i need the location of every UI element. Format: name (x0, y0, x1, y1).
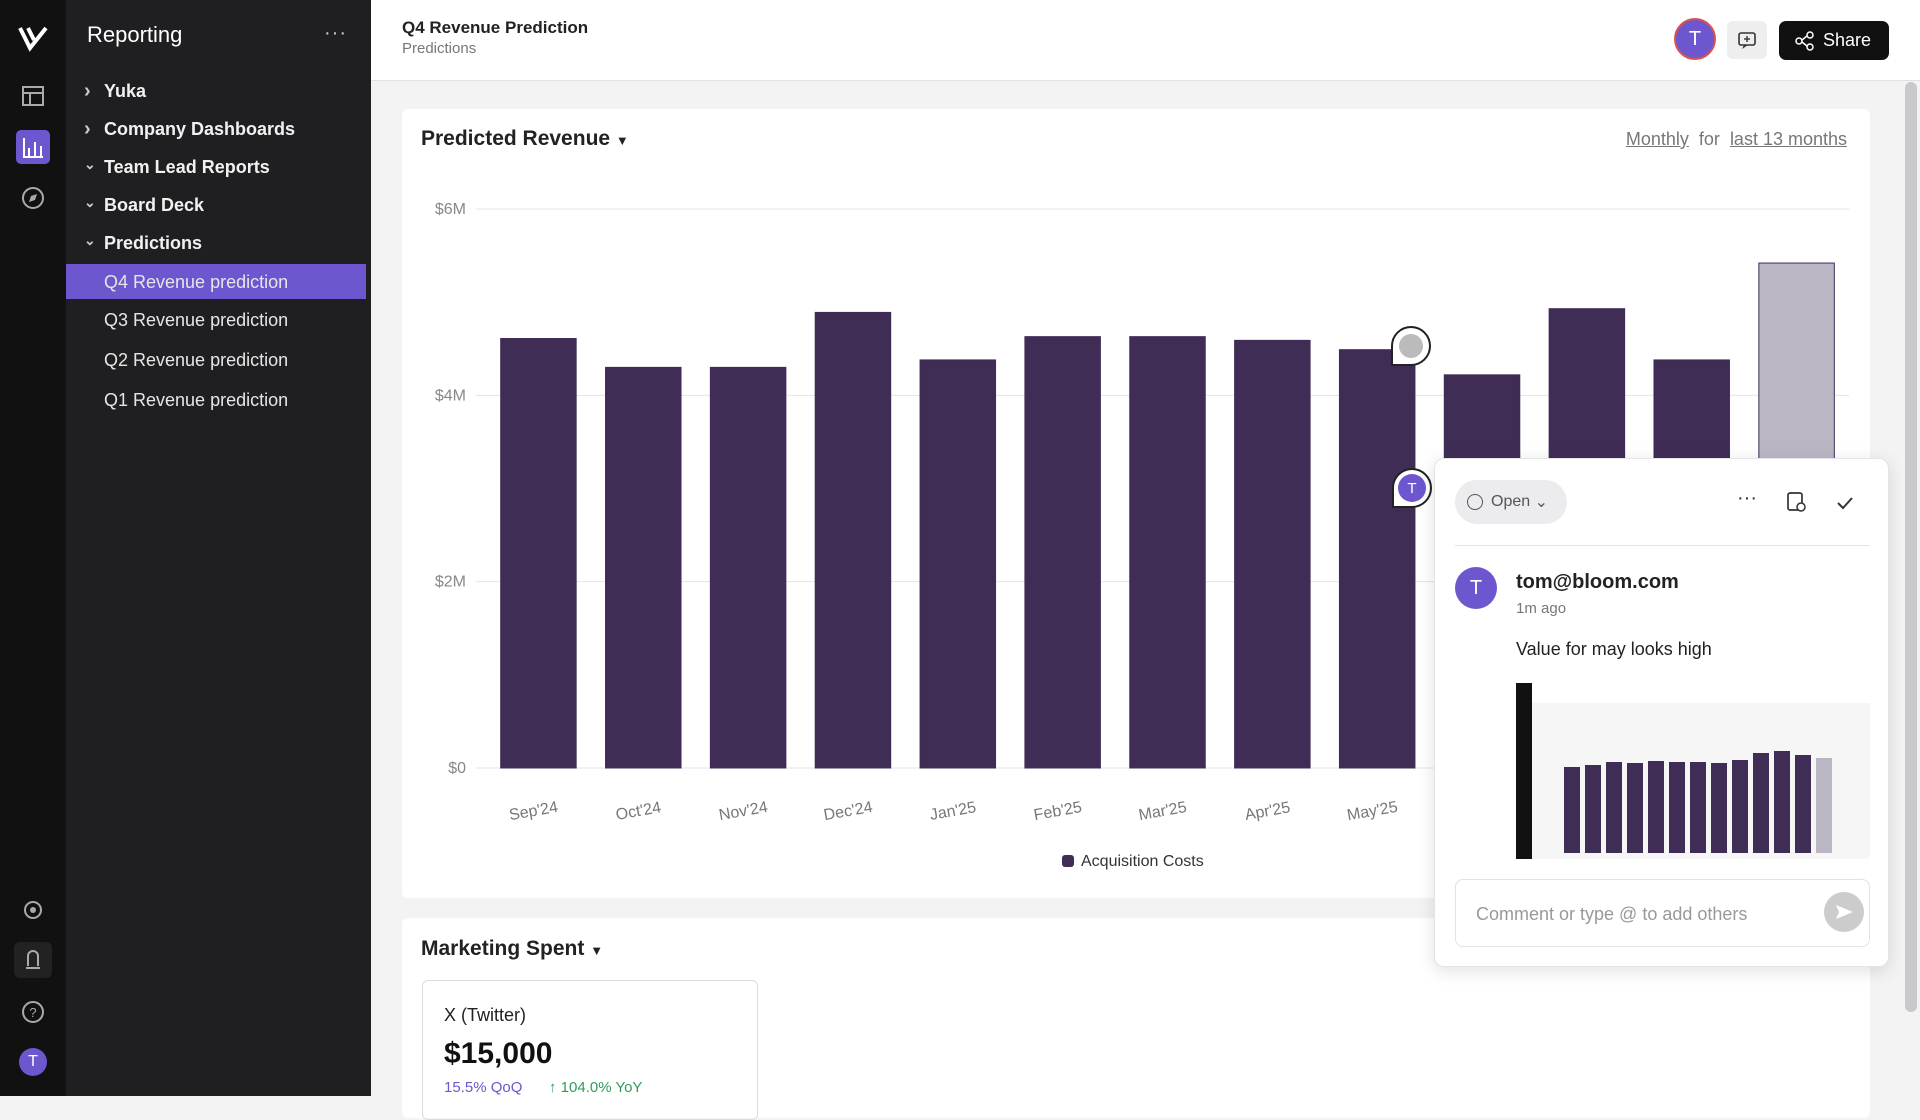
share-button[interactable]: Share (1779, 21, 1889, 60)
marketing-title-text: Marketing Spent (421, 937, 585, 960)
y-tick-label: $6M (435, 201, 466, 218)
sidebar-item[interactable]: ⌄ Predictions (84, 232, 203, 254)
sidebar-title: Reporting (87, 22, 183, 47)
sidebar-child[interactable]: Q2 Revenue prediction (104, 350, 289, 370)
more-button[interactable]: ··· (324, 22, 347, 44)
chevron: ⌄ (84, 232, 96, 248)
metric-qoq: 15.5% QoQ (444, 1079, 523, 1096)
period[interactable]: Monthly (1625, 129, 1689, 149)
bar (605, 366, 682, 769)
x-tick-label: Dec'24 (822, 799, 874, 824)
sidebar-item-label: Company Dashboards (104, 119, 296, 139)
x-tick-label: Apr'25 (1244, 799, 1292, 824)
bar (709, 366, 787, 769)
screenshot-thumbnail[interactable] (1516, 683, 1870, 859)
bar (919, 359, 997, 769)
page-title: Q4 Revenue Prediction (402, 18, 589, 37)
period-joiner: for (1698, 129, 1720, 149)
legend-swatch (1062, 855, 1074, 867)
bar (1024, 336, 1101, 769)
marketing-title[interactable]: Marketing Spent ▼ (421, 937, 604, 960)
x-tick-label: Nov'24 (718, 799, 770, 824)
more-button[interactable]: ··· (1737, 487, 1757, 509)
x-tick-label: Jan'25 (929, 799, 978, 824)
time: 1m ago (1516, 600, 1567, 617)
comment-marker-active[interactable]: T (1392, 468, 1432, 508)
metric-card: X (Twitter) $15,000 15.5% QoQ ↑ 104.0% Y… (422, 980, 758, 1120)
comment-button[interactable] (1727, 21, 1767, 59)
share-label: Share (1823, 30, 1872, 50)
divider (1455, 545, 1870, 546)
y-tick-label: $0 (448, 760, 466, 777)
chart-title-text: Predicted Revenue (421, 127, 611, 150)
sidebar-item-label: Predictions (104, 233, 203, 253)
send-button[interactable] (1824, 892, 1864, 932)
bar (500, 338, 577, 769)
chevron: ⌄ (84, 194, 96, 210)
bar (1338, 349, 1416, 769)
sidebar-item-label: Team Lead Reports (104, 157, 270, 177)
active-highlight (66, 264, 366, 299)
status: Open (1491, 493, 1531, 510)
bar (1129, 336, 1206, 769)
copy-button[interactable] (1785, 491, 1809, 515)
header: Q4 Revenue Prediction Predictions T Shar… (371, 0, 1920, 81)
sidebar-child[interactable]: Q1 Revenue prediction (104, 390, 289, 410)
sidebar-item[interactable]: ⌄ Board Deck (84, 194, 205, 216)
author: tom@bloom.com (1516, 571, 1679, 593)
x-tick-label: May'25 (1346, 799, 1399, 825)
user-avatar[interactable]: T (19, 1048, 47, 1076)
comment-input[interactable]: Comment or type @ to add others (1455, 879, 1870, 947)
metric-amount: $15,000 (444, 1037, 553, 1070)
x-tick-label: Sep'24 (508, 799, 560, 824)
x-tick-label: Feb'25 (1033, 799, 1084, 824)
header-avatar[interactable]: T (1674, 18, 1716, 60)
rail-icons (16, 26, 50, 209)
svg-text:?: ? (29, 1005, 36, 1020)
bar (814, 311, 892, 769)
legend-label: Acquisition Costs (1081, 853, 1204, 870)
chart-title[interactable]: Predicted Revenue ▼ (421, 127, 629, 150)
metric-name: X (Twitter) (444, 1005, 527, 1025)
rail-bottom-icons: ? (14, 901, 52, 1023)
icon-rail: ? T (0, 0, 66, 1096)
sidebar-item[interactable]: › Company Dashboards (84, 118, 296, 140)
scrollbar[interactable] (1905, 82, 1917, 1012)
status-pill[interactable]: Open ⌄ (1455, 480, 1567, 524)
page-subtitle: Predictions (402, 40, 477, 57)
x-tick-label: Oct'24 (614, 799, 662, 824)
author-avatar: T (1455, 567, 1497, 609)
sidebar-item[interactable]: ⌄ Team Lead Reports (84, 156, 270, 178)
chevron: › (84, 80, 91, 102)
comment-text: Value for may looks high (1516, 639, 1712, 659)
comment-marker[interactable] (1391, 326, 1431, 366)
sidebar-item[interactable]: › Yuka (84, 80, 147, 102)
sidebar-child[interactable]: Q3 Revenue prediction (104, 310, 289, 330)
metric-yoy: ↑ 104.0% YoY (549, 1079, 643, 1096)
chevron: ⌄ (84, 156, 96, 172)
sidebar-item-label: Yuka (104, 81, 147, 101)
chevron: › (84, 118, 91, 140)
marker-avatar-t: T (1398, 474, 1426, 502)
metric-yoy-text: 104.0% YoY (560, 1079, 643, 1096)
sidebar-child[interactable]: Q4 Revenue prediction (104, 272, 289, 292)
marker-avatar (1399, 334, 1423, 358)
sidebar-item-label: Board Deck (104, 195, 205, 215)
sidebar: Reporting ··· › Yuka › Company Dashboards ⌄ T… (66, 0, 371, 1096)
bar (1234, 339, 1311, 769)
resolve-button[interactable] (1835, 493, 1855, 513)
x-tick-label: Mar'25 (1137, 799, 1188, 824)
comment-popup: Open ⌄ ··· T tom@bloom.com 1m ago Value … (1434, 458, 1889, 967)
range[interactable]: last 13 months (1729, 129, 1847, 149)
y-tick-label: $2M (435, 574, 466, 591)
input-placeholder: Comment or type @ to add others (1476, 904, 1748, 924)
y-tick-label: $4M (435, 387, 466, 404)
period-selector: Monthly for last 13 months (1626, 129, 1847, 150)
